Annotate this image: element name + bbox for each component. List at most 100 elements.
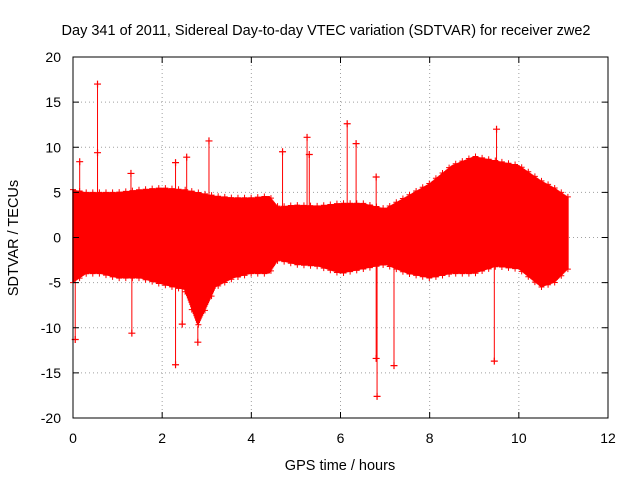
outlier-point xyxy=(490,357,498,365)
data-point-marker xyxy=(505,160,512,167)
outlier-point xyxy=(372,173,380,181)
outlier-point xyxy=(373,392,381,400)
x-tick-label: 12 xyxy=(600,430,616,446)
data-point-marker xyxy=(551,279,558,286)
outlier-point xyxy=(94,80,102,88)
data-point-marker xyxy=(221,193,228,200)
outlier-point xyxy=(303,133,311,141)
outlier-point xyxy=(172,361,180,369)
outlier-point xyxy=(493,125,501,133)
data-point-marker xyxy=(492,157,499,164)
data-point-marker xyxy=(162,185,169,192)
outlier-point xyxy=(178,320,186,328)
data-point-marker xyxy=(485,265,492,272)
data-point-marker xyxy=(492,263,499,270)
data-point-marker xyxy=(538,284,545,291)
y-axis-label: SDTVAR / TECUs xyxy=(6,180,22,296)
data-point-marker xyxy=(83,270,90,277)
data-point-marker xyxy=(201,190,208,197)
data-point-marker xyxy=(564,193,571,200)
data-point-marker xyxy=(564,266,571,273)
data-point-marker xyxy=(340,269,347,276)
data-point-marker xyxy=(241,272,248,279)
outlier-point xyxy=(76,158,84,166)
data-point-marker xyxy=(208,192,215,199)
outlier-point xyxy=(127,169,135,177)
y-tick-label: -5 xyxy=(49,275,62,291)
x-tick-label: 2 xyxy=(158,430,166,446)
data-point-marker xyxy=(347,268,354,275)
data-point-marker xyxy=(439,272,446,279)
y-tick-label: -10 xyxy=(41,320,61,336)
x-tick-label: 10 xyxy=(511,430,527,446)
outlier-point xyxy=(279,148,287,156)
data-point-marker xyxy=(168,185,175,192)
x-tick-label: 0 xyxy=(69,430,77,446)
data-point-marker xyxy=(267,267,274,274)
data-point-marker xyxy=(215,193,222,200)
data-point-marker xyxy=(545,281,552,288)
x-tick-label: 8 xyxy=(426,430,434,446)
y-tick-label: -20 xyxy=(41,410,61,426)
data-point-marker xyxy=(274,203,281,210)
data-point-marker xyxy=(531,173,538,180)
data-point-marker xyxy=(294,202,301,209)
x-axis-label: GPS time / hours xyxy=(285,458,395,474)
outlier-point xyxy=(194,338,202,346)
data-point-marker xyxy=(512,161,519,168)
data-point-marker xyxy=(300,202,307,209)
data-point-marker xyxy=(360,200,367,207)
x-tick-label: 4 xyxy=(247,430,255,446)
data-point-marker xyxy=(307,202,314,209)
data-point-marker xyxy=(208,293,215,300)
y-tick-label: 5 xyxy=(53,184,61,200)
chart-title: Day 341 of 2011, Sidereal Day-to-day VTE… xyxy=(62,23,591,39)
data-point-marker xyxy=(545,181,552,188)
data-point-marker xyxy=(215,282,222,289)
data-point-marker xyxy=(525,168,532,175)
outlier-point xyxy=(94,149,102,157)
y-tick-label: 0 xyxy=(53,230,61,246)
data-point-marker xyxy=(234,273,241,280)
data-point-marker xyxy=(228,194,235,201)
data-point-marker xyxy=(360,265,367,272)
data-point-marker xyxy=(551,184,558,191)
data-point-marker xyxy=(518,164,525,171)
outlier-point xyxy=(515,168,523,176)
data-point-marker xyxy=(498,158,505,165)
y-tick-label: 20 xyxy=(45,49,61,65)
data-point-marker xyxy=(380,261,387,268)
data-point-marker xyxy=(426,275,433,282)
data-point-marker xyxy=(380,205,387,212)
data-point-marker xyxy=(472,270,479,277)
data-point-marker xyxy=(446,271,453,278)
data-point-marker xyxy=(201,307,208,314)
outlier-point xyxy=(305,150,313,158)
data-point-marker xyxy=(83,189,90,196)
y-tick-label: -15 xyxy=(41,365,61,381)
data-point-marker xyxy=(485,156,492,163)
data-point-marker xyxy=(175,186,182,193)
outlier-point xyxy=(343,120,351,128)
outlier-point xyxy=(352,140,360,148)
data-point-marker xyxy=(76,275,83,282)
data-point-marker xyxy=(221,279,228,286)
data-point-marker xyxy=(479,154,486,161)
outlier-point xyxy=(172,159,180,167)
data-point-marker xyxy=(558,189,565,196)
axis-ticks: 0 2 4 6 8 10 12 -20 -15 -10 -5 0 5 10 15 20 xyxy=(41,49,616,446)
data-point-marker xyxy=(558,272,565,279)
y-tick-label: 15 xyxy=(45,94,61,110)
outlier-point xyxy=(390,362,398,370)
data-point-marker xyxy=(195,189,202,196)
outlier-point xyxy=(205,137,213,145)
outlier-point xyxy=(183,153,191,161)
data-point-marker xyxy=(353,267,360,274)
data-series xyxy=(70,80,571,400)
data-point-marker xyxy=(195,321,202,328)
data-point-marker xyxy=(432,273,439,280)
outlier-point xyxy=(128,329,136,337)
data-point-marker xyxy=(248,270,255,277)
data-point-marker xyxy=(228,276,235,283)
